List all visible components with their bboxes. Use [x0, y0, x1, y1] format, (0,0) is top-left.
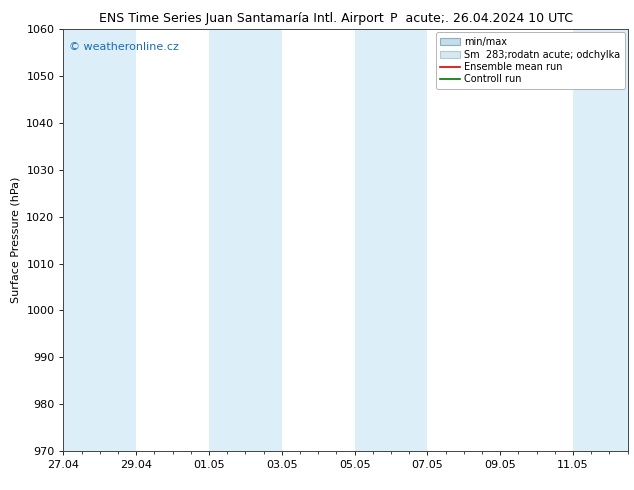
- Text: P  acute;. 26.04.2024 10 UTC: P acute;. 26.04.2024 10 UTC: [391, 12, 573, 25]
- Legend: min/max, Sm  283;rodatn acute; odchylka, Ensemble mean run, Controll run: min/max, Sm 283;rodatn acute; odchylka, …: [436, 32, 624, 89]
- Bar: [209, 29, 282, 451]
- Y-axis label: Surface Pressure (hPa): Surface Pressure (hPa): [11, 177, 21, 303]
- Text: © weatheronline.cz: © weatheronline.cz: [69, 42, 179, 52]
- Text: ENS Time Series Juan Santamaría Intl. Airport: ENS Time Series Juan Santamaría Intl. Ai…: [98, 12, 384, 25]
- Bar: [354, 29, 427, 451]
- Bar: [63, 29, 136, 451]
- Bar: [573, 29, 628, 451]
